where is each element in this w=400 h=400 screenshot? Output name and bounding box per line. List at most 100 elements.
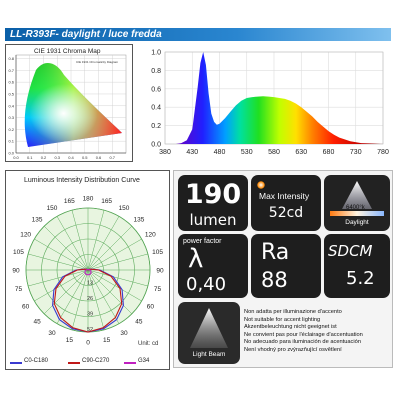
polar-angle-label: 120: [145, 232, 156, 239]
max-intensity-tile: Max Intensity 52cd: [251, 175, 321, 231]
warning-de: Akzentbeleuchtung nicht geeignet ist: [244, 324, 337, 330]
ra-label: Ra: [261, 240, 290, 265]
daylight-label: Daylight: [345, 219, 369, 226]
polar-spoke: [56, 216, 89, 271]
polar-spoke: [87, 269, 133, 315]
cie-x-tick: 0.3: [54, 155, 60, 160]
polar-angle-label: 60: [147, 304, 155, 311]
light-cone-icon: [330, 181, 384, 216]
warning-es: No adecuado para iluminación de acentuac…: [244, 339, 361, 345]
spectrum-panel: 0.0 0.2 0.4 0.6 0.8 1.0 380 430 480 530 580 630 680…: [135, 44, 391, 162]
cie-inner-title: CIE 1931 Chromaticity Diagram: [76, 60, 119, 64]
polar-radial-label: 13: [87, 281, 93, 287]
cie-x-tick: 0.5: [82, 155, 88, 160]
polar-spoke: [87, 238, 142, 271]
cie-title: CIE 1931 Chroma Map: [34, 48, 101, 55]
header-bar: LL-R393F- daylight / luce fredda: [5, 28, 391, 41]
spectrum-x-tick: 380: [159, 149, 171, 156]
polar-spoke: [87, 269, 142, 302]
spectrum-chart: 0.0 0.2 0.4 0.6 0.8 1.0 380 430 480 530 580 630 680…: [151, 50, 389, 157]
spectrum-y-tick: 0.2: [151, 123, 161, 130]
polar-angle-label: 90: [156, 268, 164, 275]
cie-y-tick: 0.3: [8, 115, 14, 120]
max-intensity-label: Max Intensity: [259, 191, 310, 201]
polar-radial-label: 26: [87, 296, 93, 302]
polar-angle-label: 75: [154, 286, 162, 293]
cie-y-tick: 0.1: [8, 139, 14, 144]
cie-panel: CIE 1931 Chroma Map 0.0 0.1 0.2 0.3 0.4 0.5 0.…: [5, 44, 133, 162]
cie-x-tick: 0.2: [41, 155, 47, 160]
polar-radial-label: 39: [87, 312, 93, 318]
polar-angle-label: 105: [152, 249, 163, 256]
cie-x-tick: 0.1: [27, 155, 33, 160]
spectrum-x-tick: 530: [241, 149, 253, 156]
spectrum-x-tick: 680: [323, 149, 335, 156]
beam-label: Light Beam: [192, 351, 226, 358]
sdcm-tile: SDCM 5.2: [324, 234, 390, 298]
spectrum-x-tick: 580: [268, 149, 280, 156]
spectrum-y-tick: 0.8: [151, 68, 161, 75]
polar-spoke: [28, 269, 89, 287]
spectrum-x-tick: 730: [350, 149, 362, 156]
polar-angle-label: 75: [15, 286, 23, 293]
polar-spoke: [34, 238, 89, 271]
legend-c0: C0-C180: [24, 358, 49, 364]
polar-spoke: [71, 210, 89, 271]
polar-spoke: [43, 225, 89, 271]
polar-title: Luminous Intensity Distribution Curve: [24, 177, 140, 184]
polar-spoke: [43, 269, 89, 315]
warnings-list: Non adatta per illuminazione d'accento N…: [244, 309, 394, 354]
header-title: LL-R393F- daylight / luce fredda: [10, 29, 162, 40]
spectrum-y-tick: 0.4: [151, 105, 161, 112]
cie-diagram: 0.0 0.1 0.2 0.3 0.4 0.5 0.6 0.7 0.0 0.1 0.2 0.3 0.4…: [8, 54, 127, 160]
max-intensity-value: 52cd: [268, 205, 304, 221]
cie-x-tick: 0.0: [13, 155, 19, 160]
pf-label: power factor: [183, 238, 222, 245]
spectrum-area: [175, 52, 383, 144]
light-beam-tile: Light Beam: [178, 302, 240, 364]
polar-angle-label: 30: [48, 330, 56, 337]
polar-angle-label: 60: [22, 304, 30, 311]
spectrum-y-tick: 0.6: [151, 86, 161, 93]
beam-icon: [190, 308, 228, 348]
polar-angle-label: 135: [32, 217, 43, 224]
polar-angle-label: 165: [64, 198, 75, 205]
polar-angle-label: 45: [33, 318, 41, 325]
polar-angle-label: 165: [101, 198, 112, 205]
warning-en: Not suitable for accent lighting: [244, 316, 321, 323]
polar-angle-label: 150: [47, 205, 58, 212]
warning-cz: Není vhodný pro zvýrazňující osvětlení: [244, 346, 342, 353]
cct-tile: 6400°k Daylight: [324, 175, 390, 231]
polar-spoke: [28, 253, 89, 271]
polar-spoke: [87, 253, 148, 271]
polar-spoke: [87, 269, 148, 287]
spectrum-y-tick: 1.0: [151, 50, 161, 57]
ra-tile: Ra 88: [251, 234, 321, 298]
cie-y-tick: 0.2: [8, 127, 14, 132]
polar-spoke: [87, 269, 120, 324]
spectrum-x-tick: 480: [214, 149, 226, 156]
spectrum-x-tick: 430: [186, 149, 198, 156]
cie-x-tick: 0.7: [109, 155, 115, 160]
polar-angle-label: 135: [133, 217, 144, 224]
warning-fr: Ne convient pas pour l'éclairage d'accen…: [244, 331, 363, 338]
cie-y-tick: 0.5: [8, 91, 14, 96]
ra-value: 88: [261, 268, 288, 292]
cie-y-tick: 0.7: [8, 68, 14, 73]
polar-spoke: [87, 210, 105, 271]
pf-symbol: λ: [188, 244, 204, 274]
sdcm-label: SDCM: [328, 242, 373, 260]
lumen-label: lumen: [189, 211, 237, 229]
cie-y-tick: 0.4: [8, 103, 14, 108]
polar-spoke: [87, 269, 105, 330]
pf-value: 0,40: [186, 274, 227, 295]
polar-angle-label: 180: [83, 196, 94, 203]
cct-label: 6400°k: [346, 205, 365, 211]
cie-y-tick: 0.6: [8, 80, 14, 85]
polar-angle-label: 15: [66, 337, 74, 344]
warning-it: Non adatta per illuminazione d'accento: [244, 309, 342, 315]
cie-x-tick: 0.6: [96, 155, 102, 160]
polar-spoke: [87, 216, 120, 271]
polar-radial-label: 52: [87, 327, 93, 333]
polar-angle-label: 150: [119, 205, 130, 212]
